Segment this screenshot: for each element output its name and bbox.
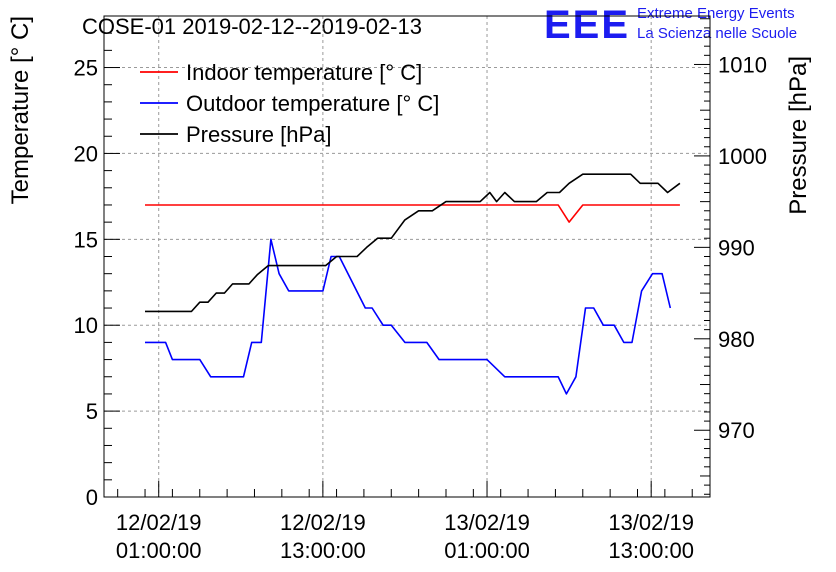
grid-lines (104, 16, 710, 497)
left-axis-tick-label: 15 (74, 227, 98, 252)
plot-frame (103, 15, 711, 498)
legend: Indoor temperature [° C] Outdoor temperat… (140, 60, 439, 147)
left-axis-tick-label: 20 (74, 141, 98, 166)
chart-title: COSE-01 2019-02-12--2019-02-13 (82, 14, 422, 39)
right-axis-label: Pressure [hPa] (785, 56, 812, 215)
left-axis-tick-label: 25 (74, 56, 98, 81)
logo-mark: EEE (544, 3, 630, 47)
legend-label: Indoor temperature [° C] (186, 60, 422, 85)
x-axis-tick-time: 01:00:00 (444, 538, 530, 563)
logo-line-2: La Scienza nelle Scuole (637, 25, 797, 42)
left-axis-tick-label: 5 (86, 399, 98, 424)
right-axis-tick-label: 990 (718, 235, 755, 260)
left-axis-tick-label: 10 (74, 313, 98, 338)
left-axis-label: Temperature [° C] (7, 16, 34, 204)
legend-label: Pressure [hPa] (186, 122, 332, 147)
left-y-axis: 0 5 10 15 20 25 (74, 15, 120, 510)
series-line-pressure (145, 173, 681, 313)
x-axis-tick-date: 12/02/19 (280, 510, 366, 535)
right-axis-tick-label: 1000 (718, 144, 767, 169)
right-axis-tick-label: 970 (718, 418, 755, 443)
logo-line-1: Extreme Energy Events (637, 5, 795, 22)
right-y-axis: 970 980 990 1000 1010 (694, 18, 767, 495)
left-axis-tick-label: 0 (86, 485, 98, 510)
x-axis-tick-date: 13/02/19 (608, 510, 694, 535)
x-axis: 12/02/19 01:00:00 12/02/19 13:00:00 13/02/19… (116, 481, 694, 563)
series-line-outdoor-temperature (145, 238, 672, 395)
legend-label: Outdoor temperature [° C] (186, 91, 439, 116)
plot-border (103, 15, 711, 498)
x-axis-tick-date: 12/02/19 (116, 510, 202, 535)
series-layer (145, 173, 681, 395)
right-axis-tick-label: 1010 (718, 52, 767, 77)
eee-logo: EEE Extreme Energy Events La Scienza nel… (544, 3, 797, 47)
series-line-indoor-temperature (145, 204, 680, 223)
right-axis-tick-label: 980 (718, 327, 755, 352)
x-axis-tick-date: 13/02/19 (444, 510, 530, 535)
x-axis-tick-time: 13:00:00 (608, 538, 694, 563)
x-axis-tick-time: 13:00:00 (280, 538, 366, 563)
x-axis-tick-time: 01:00:00 (116, 538, 202, 563)
